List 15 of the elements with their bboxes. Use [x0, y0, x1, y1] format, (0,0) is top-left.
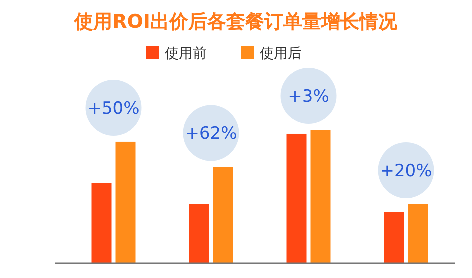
bar	[286, 134, 307, 263]
annotation: +62%	[185, 124, 238, 144]
bar	[92, 183, 112, 263]
bar	[116, 142, 136, 263]
legend-label: 使用前	[165, 46, 207, 62]
bar	[189, 204, 210, 263]
text: +3%	[288, 87, 330, 107]
text: +50%	[88, 98, 140, 119]
legend-label: 使用后	[260, 46, 302, 62]
bar	[384, 212, 404, 263]
bar	[310, 130, 331, 263]
bar	[408, 204, 428, 263]
chart-title: 使用ROI出价后各套餐订单量增长情况	[74, 11, 398, 33]
bar	[213, 167, 234, 263]
annotation: +20%	[380, 161, 432, 182]
